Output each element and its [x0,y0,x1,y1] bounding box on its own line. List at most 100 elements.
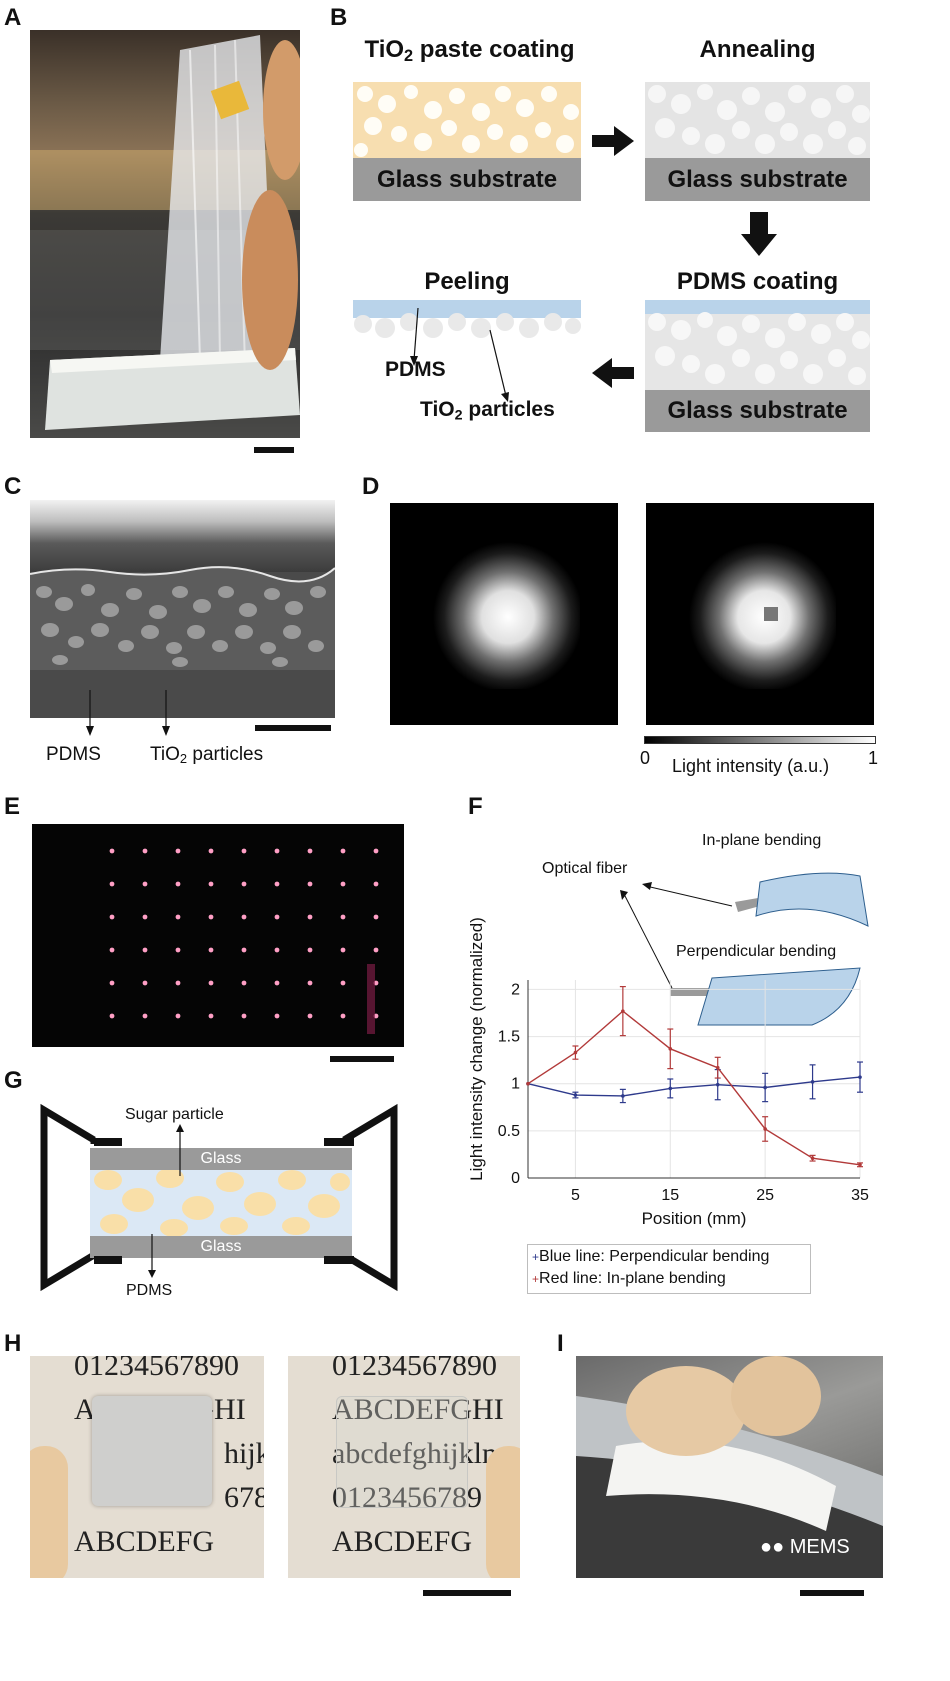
light-spot [241,848,247,854]
panel-h-scale-bar [423,1590,511,1596]
data-point [858,1163,862,1167]
x-tick-label: 25 [756,1187,774,1204]
light-spot [208,1013,214,1019]
light-spot [208,947,214,953]
data-point [668,1086,673,1091]
light-spot [307,947,313,953]
data-point [668,1047,673,1051]
x-tick-label: 15 [661,1187,679,1204]
light-spot [340,881,346,887]
opaque-film [92,1396,212,1506]
step-paste-coating-title: TiO2 paste coating [364,36,575,66]
peeling-leader-lines [410,307,509,402]
light-spot [307,1013,313,1019]
panel-c-sem-image [30,500,335,718]
light-spot [142,980,148,986]
panel-label-e: E [4,793,21,820]
finger-right [486,1446,520,1578]
glass-substrate-2: Glass substrate [645,158,870,201]
light-spot [274,914,280,920]
panel-label-f: F [468,793,483,820]
peeling-pdms-label: PDMS [385,358,446,381]
light-spot [307,914,313,920]
panel-label-g: G [4,1067,23,1094]
chart-row-5-right: ABCDEFG [332,1525,473,1558]
chart-row-3-right: abcdefghijklm [332,1437,506,1470]
light-spot [208,980,214,986]
panel-c-tio2-label: TiO2 particles [150,744,264,767]
light-spot [241,947,247,953]
chart-row-1-right: 01234567890 [332,1356,497,1382]
light-spot [109,914,115,920]
step-annealing-title: Annealing [699,36,816,63]
light-spot [340,947,346,953]
light-spot [373,914,379,920]
panel-c-arrows [86,690,170,736]
inplane-label: In-plane bending [702,832,822,849]
arrow-down-icon [741,212,777,256]
data-point [573,1050,578,1055]
step-peeling-title: Peeling [424,268,510,295]
panel-i-scale-bar [800,1590,864,1596]
sugar-particle-label: Sugar particle [125,1106,224,1123]
data-point [621,1009,625,1013]
optical-fiber-label: Optical fiber [542,860,628,877]
peeled-film [353,300,581,338]
light-spot [274,848,280,854]
chart-row-3-left: hijklm [224,1437,264,1470]
colorbar-max: 1 [868,748,879,768]
panel-a-scale-bar [254,447,294,453]
light-spot [373,881,379,887]
light-spot [109,881,115,887]
transparent-film [336,1396,468,1508]
light-spot [340,1013,346,1019]
panel-e-dot-array-image [32,824,404,1047]
data-point [763,1085,767,1090]
tio2-paste-layer [353,82,581,158]
series-line-1 [527,1010,861,1166]
chart-row-2-right: ABCDEFGHI [332,1393,504,1426]
panel-i-photo: ●● MEMS [576,1356,883,1578]
colorbar-label: Light intensity (a.u.) [672,756,830,776]
panel-g-pdms-label: PDMS [126,1282,173,1299]
light-spot [142,1013,148,1019]
y-tick-label: 0 [511,1170,520,1187]
light-spot [109,848,115,854]
finger-left [30,1446,68,1578]
panel-c-scale-bar [255,725,331,731]
panel-label-i: I [557,1330,564,1357]
y-tick-label: 1.5 [498,1029,520,1046]
light-spot [373,947,379,953]
step-pdms-coating-title: PDMS coating [676,268,839,295]
light-spot [175,980,181,986]
perpendicular-label: Perpendicular bending [676,943,837,960]
panel-h-photo-left: 01234567890 ABCDEFGHI hijklm 6789 ABCDEF… [30,1356,264,1578]
legend-marker-blue: + [532,1250,540,1264]
peeling-film-illustration [30,35,300,430]
light-spot [142,848,148,854]
glass-top-label: Glass [200,1150,242,1167]
panel-c-pdms-label: PDMS [46,744,101,765]
data-point [810,1156,815,1160]
colorbar [644,736,876,744]
panel-label-d: D [362,473,380,500]
light-spot [142,914,148,920]
light-spot [274,881,280,887]
wechat-icon: ●● [760,1536,785,1558]
chart-row-4-left: 6789 [224,1481,264,1514]
legend-item-red: +Red line: In-plane bending [532,1270,726,1287]
panel-label-a: A [4,4,22,31]
panel-label-b: B [330,4,348,31]
glass-substrate-3: Glass substrate [645,390,870,432]
glass-substrate-1: Glass substrate [353,158,581,201]
light-spot [274,947,280,953]
light-spot [109,980,115,986]
annealed-tio2-layer [645,82,870,158]
data-point [763,1127,767,1131]
fiber-and-sheet-inset [620,872,869,1026]
light-spot [241,1013,247,1019]
light-spot [274,980,280,986]
light-spot [241,881,247,887]
light-spot [175,881,181,887]
data-point [573,1093,578,1097]
